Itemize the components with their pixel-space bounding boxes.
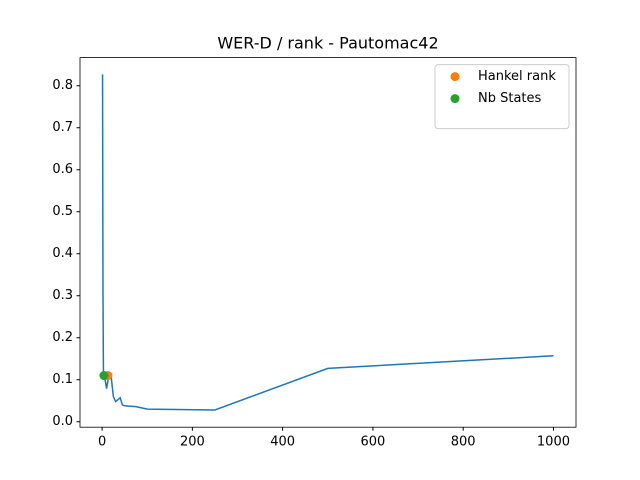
y-tick-label: 0.2 xyxy=(52,330,73,345)
marker xyxy=(99,371,109,381)
legend-label: Hankel rank xyxy=(478,69,556,84)
y-tick-label: 0.7 xyxy=(52,120,73,135)
legend-box xyxy=(434,64,570,130)
legend-marker xyxy=(450,72,460,82)
x-tick-label: 400 xyxy=(270,435,295,450)
y-tick-label: 0.3 xyxy=(52,288,73,303)
y-tick-label: 0.1 xyxy=(52,372,73,387)
x-tick-label: 0 xyxy=(98,435,106,450)
y-tick-label: 0.4 xyxy=(52,246,73,261)
y-tick-label: 0.8 xyxy=(52,78,73,93)
y-tick-label: 0.5 xyxy=(52,204,73,219)
legend-marker xyxy=(450,94,460,104)
x-tick-label: 800 xyxy=(451,435,476,450)
x-tick-label: 200 xyxy=(180,435,205,450)
axes-frame xyxy=(79,57,577,428)
x-tick-label: 600 xyxy=(360,435,385,450)
y-tick-label: 0.6 xyxy=(52,162,73,177)
chart-title: WER-D / rank - Pautomac42 xyxy=(217,34,438,53)
y-tick-label: 0.0 xyxy=(52,414,73,429)
legend-label: Nb States xyxy=(478,91,542,106)
x-tick-label: 1000 xyxy=(537,435,570,450)
